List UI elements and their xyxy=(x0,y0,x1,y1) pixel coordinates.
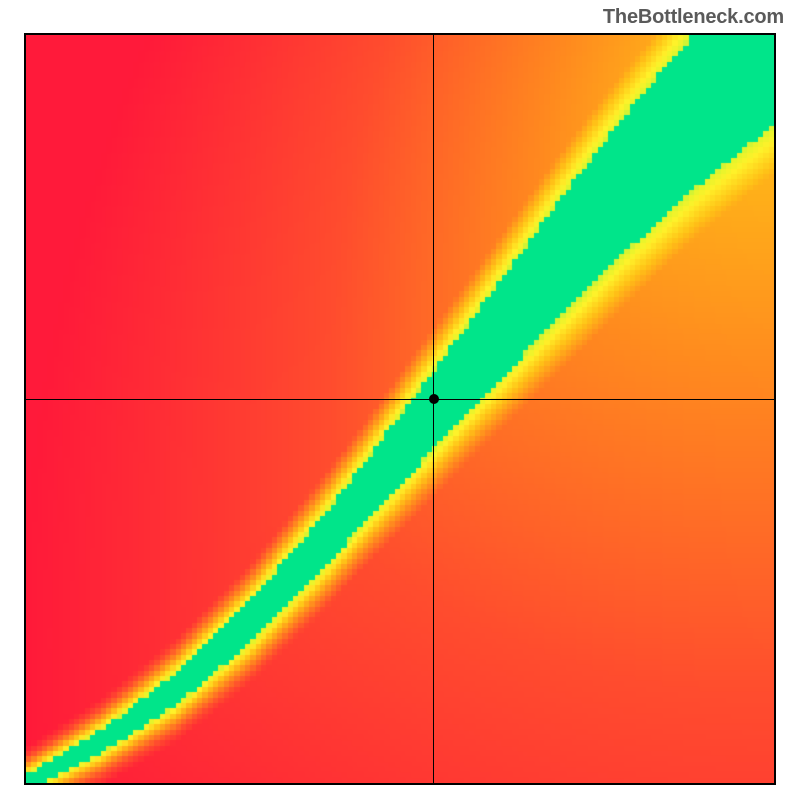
chart-container: TheBottleneck.com xyxy=(0,0,800,800)
crosshair-horizontal xyxy=(26,399,774,400)
attribution-text: TheBottleneck.com xyxy=(603,6,784,29)
plot-frame xyxy=(24,33,776,785)
crosshair-marker xyxy=(429,394,439,404)
heatmap-canvas xyxy=(26,35,774,783)
crosshair-vertical xyxy=(433,35,434,783)
